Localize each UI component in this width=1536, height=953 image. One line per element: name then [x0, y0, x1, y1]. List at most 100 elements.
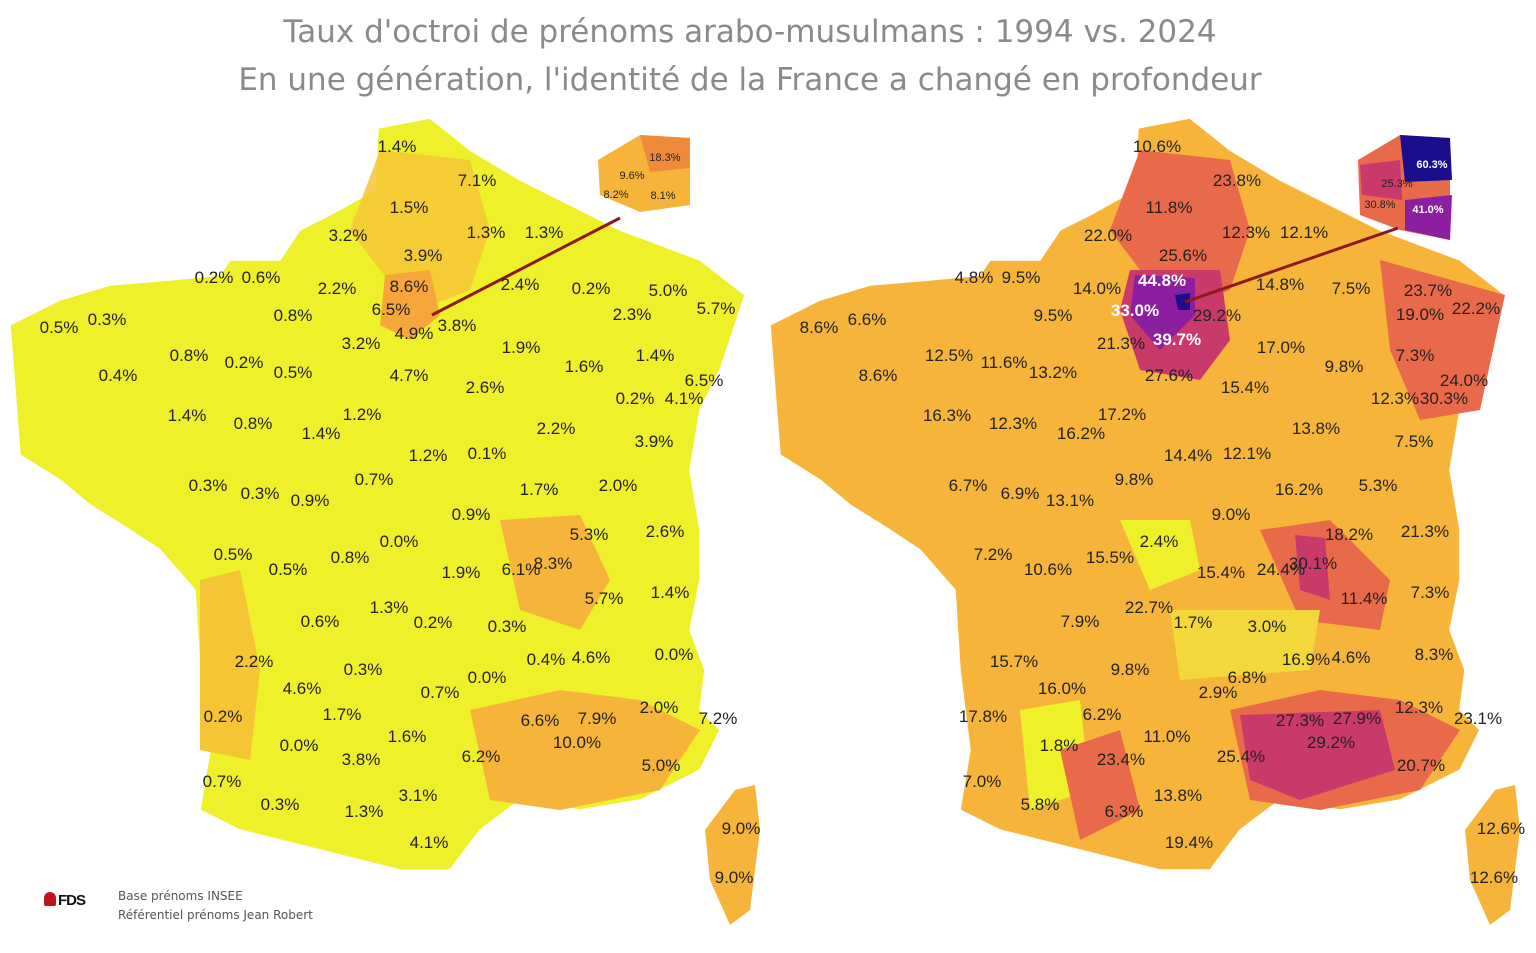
dept-label-1994-20: 2.3% — [613, 305, 652, 324]
dept-label-1994-67: 0.0% — [655, 645, 694, 664]
dept-label-2024-32: 24.0% — [1440, 371, 1488, 390]
dept-label-2024-68: 15.7% — [990, 652, 1038, 671]
dept-label-2024-2: 11.8% — [1146, 198, 1193, 217]
inset-label-1994-1: 9.6% — [619, 170, 644, 182]
dept-label-2024-30: 15.4% — [1221, 378, 1269, 397]
dept-label-1994-43: 0.7% — [355, 470, 394, 489]
dept-label-1994-5: 1.3% — [525, 223, 564, 242]
dept-label-2024-8: 9.5% — [1002, 268, 1041, 287]
chart-subtitle: En une génération, l'identité de la Fran… — [238, 62, 1262, 98]
dept-label-1994-14: 0.5% — [40, 318, 79, 337]
dept-label-1994-69: 0.3% — [344, 660, 383, 679]
dept-label-1994-25: 0.2% — [225, 353, 264, 372]
dept-label-2024-73: 6.2% — [1083, 705, 1122, 724]
dept-label-1994-36: 0.2% — [616, 389, 655, 408]
dept-label-1994-78: 7.2% — [699, 709, 738, 728]
dept-label-2024-36: 12.3% — [1371, 389, 1419, 408]
dept-label-1994-82: 3.8% — [342, 750, 381, 769]
dept-label-1994-3: 3.2% — [329, 226, 368, 245]
dept-label-1994-61: 1.4% — [651, 583, 690, 602]
dept-label-1994-33: 1.4% — [168, 406, 207, 425]
dept-label-1994-4: 1.3% — [467, 223, 506, 242]
dept-label-1994-54: 0.5% — [269, 560, 308, 579]
dept-label-2024-67: 8.3% — [1415, 645, 1454, 664]
dept-label-1994-27: 1.4% — [636, 346, 675, 365]
dept-label-1994-21: 5.7% — [697, 299, 736, 318]
logo-text: FDS — [58, 892, 86, 909]
dept-label-2024-86: 5.8% — [1021, 795, 1060, 814]
dept-label-1994-87: 1.3% — [345, 802, 384, 821]
dept-label-2024-34: 12.3% — [989, 414, 1037, 433]
dept-label-2024-23: 17.0% — [1257, 338, 1305, 357]
dept-label-1994-79: 1.6% — [388, 727, 427, 746]
dept-label-1994-58: 8.3% — [534, 554, 573, 573]
dept-label-2024-79: 11.0% — [1144, 727, 1191, 746]
dept-label-2024-84: 20.7% — [1397, 756, 1445, 775]
maps-canvas: 1.4% 7.1% 1.5% 3.2% 1.3% 1.3% 3.9% 0.2% 0.6% 2.2%… — [9, 117, 1525, 925]
dept-label-2024-63: 1.7% — [1174, 613, 1213, 632]
dept-label-1994-28: 0.4% — [99, 366, 138, 385]
dept-label-1994-6: 3.9% — [404, 246, 443, 265]
dept-label-2024-35: 17.2% — [1098, 405, 1146, 424]
dept-label-1994-23: 1.9% — [502, 338, 541, 357]
dept-label-2024-46: 13.1% — [1046, 491, 1094, 510]
dept-label-2024-12: 7.5% — [1332, 279, 1371, 298]
dept-label-2024-56: 15.4% — [1197, 563, 1245, 582]
dept-label-2024-82: 23.4% — [1097, 750, 1145, 769]
dept-label-1994-40: 1.2% — [409, 446, 448, 465]
dept-label-1994-46: 0.9% — [291, 491, 330, 510]
dept-label-1994-34: 0.8% — [234, 414, 273, 433]
inset-2024-max — [1400, 135, 1452, 182]
dept-label-2024-18: 29.2% — [1193, 306, 1241, 325]
dept-label-2024-0: 10.6% — [1133, 137, 1181, 156]
dept-label-1994-10: 8.6% — [390, 277, 429, 296]
corsica-1994 — [705, 785, 760, 925]
dept-label-1994-17: 6.5% — [372, 300, 411, 319]
dept-label-2024-66: 4.6% — [1332, 648, 1371, 667]
dept-label-2024-57: 24.4% — [1257, 560, 1305, 579]
region-2024-lyon-core — [1295, 535, 1330, 600]
dept-label-2024-47: 16.2% — [1275, 480, 1323, 499]
dept-label-2024-3: 22.0% — [1084, 226, 1132, 245]
source-line-1: Base prénoms INSEE — [118, 889, 243, 903]
fds-logo: FDS — [44, 890, 92, 912]
dept-label-1994-32: 6.5% — [685, 371, 724, 390]
region-1994-rhone — [500, 515, 610, 630]
dept-label-1994-11: 2.4% — [501, 275, 540, 294]
dept-label-1994-47: 1.7% — [520, 480, 559, 499]
dept-label-2024-43: 9.8% — [1115, 470, 1154, 489]
dept-label-2024-51: 18.2% — [1325, 525, 1373, 544]
dept-label-2024-69: 9.8% — [1111, 660, 1150, 679]
dept-label-1994-81: 10.0% — [553, 733, 601, 752]
dept-label-2024-85: 7.0% — [963, 772, 1002, 791]
dept-label-2024-24: 12.5% — [925, 346, 973, 365]
dept-label-2024-91: 12.6% — [1470, 868, 1518, 887]
dept-label-2024-4: 12.3% — [1222, 223, 1270, 242]
dept-label-1994-48: 2.0% — [599, 476, 638, 495]
dept-label-2024-81: 29.2% — [1307, 733, 1355, 752]
dept-label-1994-59: 1.3% — [370, 598, 409, 617]
dept-label-1994-64: 0.3% — [488, 617, 527, 636]
dept-label-1994-15: 0.3% — [88, 310, 127, 329]
dept-label-1994-49: 0.9% — [452, 505, 491, 524]
rooster-icon — [44, 892, 56, 906]
dept-label-2024-55: 15.5% — [1086, 548, 1134, 567]
inset-2024-high — [1405, 195, 1452, 240]
inset-2024-mid — [1360, 160, 1402, 200]
dept-label-1994-29: 4.7% — [390, 366, 429, 385]
france-outline-1994 — [9, 117, 746, 871]
dept-label-2024-74: 17.8% — [959, 707, 1007, 726]
dept-label-1994-75: 6.6% — [521, 711, 560, 730]
dept-label-1994-73: 1.7% — [323, 705, 362, 724]
dept-label-2024-17: 33.0% — [1111, 301, 1159, 320]
region-1994-southwest — [200, 570, 260, 760]
source-line-2: Référentiel prénoms Jean Robert — [118, 908, 313, 922]
dept-label-2024-16: 9.5% — [1034, 306, 1073, 325]
dept-label-1994-51: 5.3% — [570, 525, 609, 544]
dept-label-2024-38: 16.2% — [1057, 424, 1105, 443]
dept-label-2024-76: 27.9% — [1333, 709, 1381, 728]
dept-label-2024-49: 9.0% — [1212, 505, 1251, 524]
dept-label-1994-50: 0.0% — [380, 532, 419, 551]
dept-label-1994-37: 4.1% — [665, 389, 704, 408]
dept-label-2024-29: 27.6% — [1145, 366, 1193, 385]
